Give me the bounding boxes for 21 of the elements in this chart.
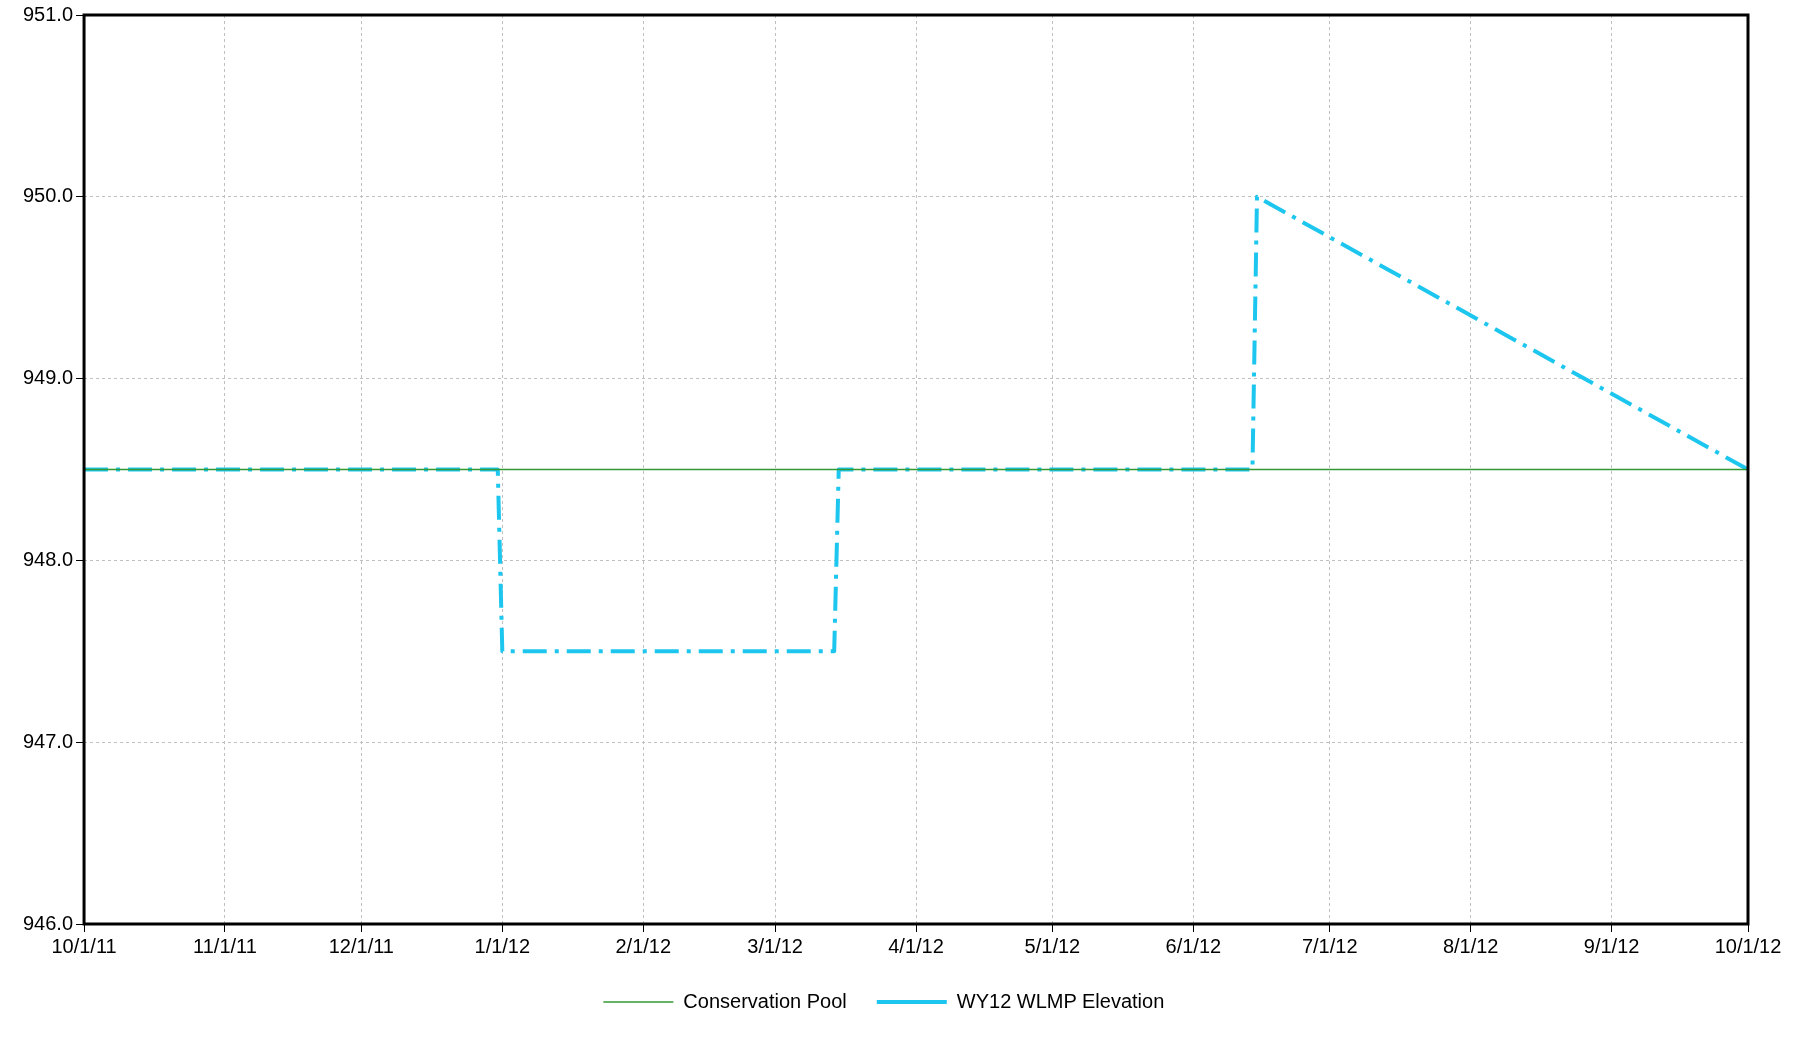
y-tick-label: 948.0: [22, 547, 74, 570]
x-tick-label: 7/1/12: [1301, 934, 1358, 957]
y-tick-label: 950.0: [22, 184, 74, 207]
x-tick-label: 2/1/12: [615, 934, 672, 957]
y-tick-label: 951.0: [22, 2, 74, 25]
x-tick-label: 9/1/12: [1583, 934, 1640, 957]
y-tick-label: 947.0: [22, 729, 74, 752]
x-tick-label: 1/1/12: [474, 934, 531, 957]
x-tick-label: 6/1/12: [1165, 934, 1222, 957]
x-tick-label: 10/1/11: [51, 934, 117, 957]
x-tick-label: 10/1/12: [1714, 934, 1782, 957]
x-tick-label: 11/1/11: [193, 934, 257, 957]
y-tick-label: 949.0: [22, 366, 74, 389]
x-tick-label: 5/1/12: [1024, 934, 1081, 957]
legend-label: Conservation Pool: [683, 989, 847, 1012]
legend-label: WY12 WLMP Elevation: [956, 989, 1165, 1012]
x-tick-label: 3/1/12: [747, 934, 803, 957]
x-tick-label: 8/1/12: [1442, 934, 1499, 957]
x-tick-label: 12/1/11: [328, 934, 394, 957]
y-tick-label: 946.0: [22, 911, 74, 934]
x-tick-label: 4/1/12: [888, 934, 944, 957]
